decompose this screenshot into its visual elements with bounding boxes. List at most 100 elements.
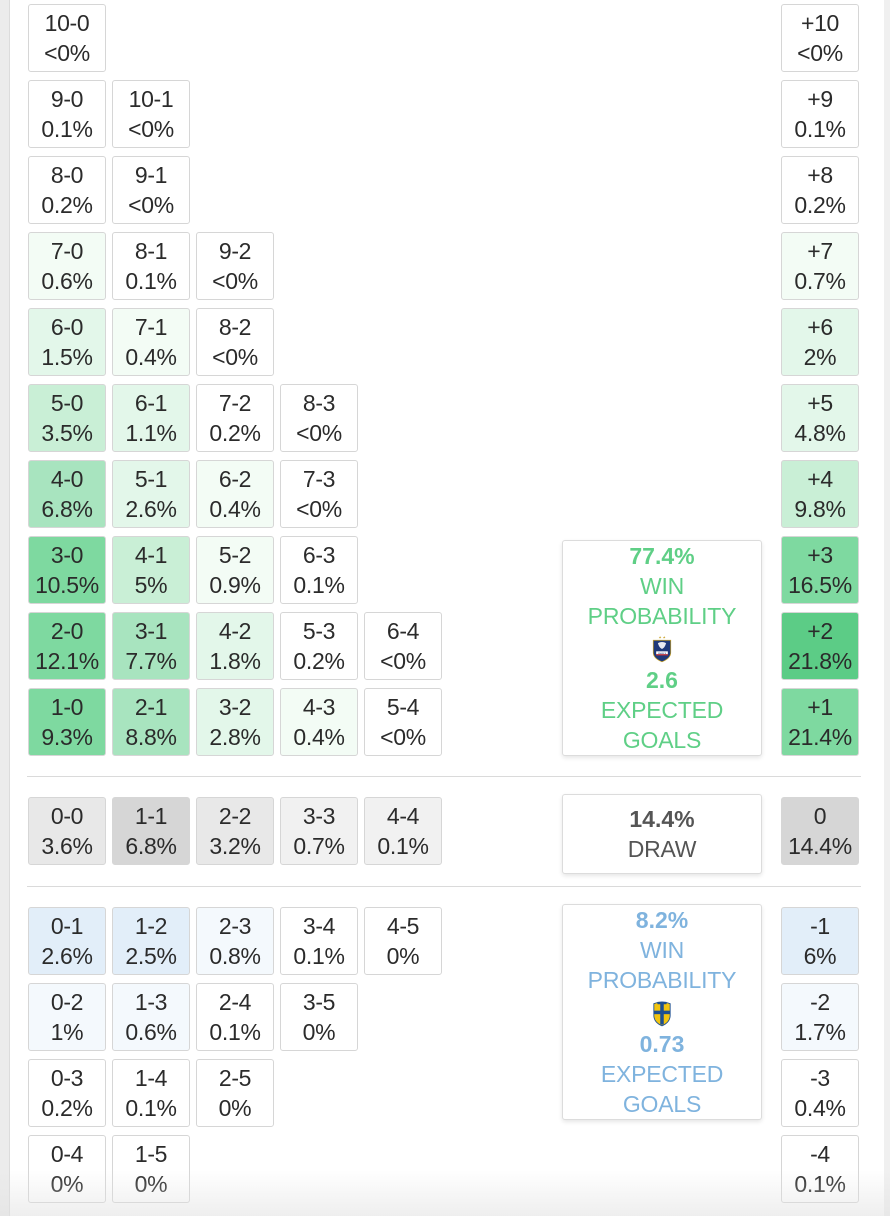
cell-score-label: 7-1 bbox=[134, 314, 168, 340]
team1-win-probability-label: WIN PROBABILITY bbox=[587, 573, 737, 629]
cell-score-label: 1-4 bbox=[134, 1065, 168, 1091]
cell-score-label: 4-4 bbox=[386, 803, 420, 829]
svg-text:FRANCE: FRANCE bbox=[658, 652, 667, 655]
margin-cell: +6 2% bbox=[781, 308, 859, 376]
cell-score-label: 6-4 bbox=[386, 618, 420, 644]
cell-score-label: 2-0 bbox=[50, 618, 84, 644]
margin-cell: +3 16.5% bbox=[781, 536, 859, 604]
draw-scoreline-cell: 3-3 0.7% bbox=[280, 797, 358, 865]
scoreline-cell: 8-0 0.2% bbox=[28, 156, 106, 224]
scoreline-cell: 8-1 0.1% bbox=[112, 232, 190, 300]
cell-probability-label: 9.3% bbox=[41, 724, 93, 750]
cell-probability-label: 0.1% bbox=[209, 1019, 261, 1045]
cell-probability-label: 0.2% bbox=[41, 1095, 93, 1121]
cell-probability-label: 16.5% bbox=[788, 572, 852, 598]
cell-probability-label: 2.6% bbox=[125, 496, 177, 522]
cell-probability-label: 12.1% bbox=[35, 648, 99, 674]
scoreline-cell: 8-3 <0% bbox=[280, 384, 358, 452]
cell-probability-label: 7.7% bbox=[125, 648, 177, 674]
scoreline-cell: 5-4 <0% bbox=[364, 688, 442, 756]
cell-probability-label: 8.8% bbox=[125, 724, 177, 750]
cell-score-label: 3-1 bbox=[134, 618, 168, 644]
svg-text:★: ★ bbox=[659, 636, 662, 640]
cell-probability-label: 6.8% bbox=[125, 833, 177, 859]
team2-expected-goals-value: 0.73 bbox=[639, 1031, 685, 1057]
cell-probability-label: <0% bbox=[797, 40, 843, 66]
cell-probability-label: 0.7% bbox=[794, 268, 846, 294]
margin-cell: -2 1.7% bbox=[781, 983, 859, 1051]
sweden-crest-icon bbox=[653, 1001, 671, 1027]
cell-score-label: 5-4 bbox=[386, 694, 420, 720]
cell-probability-label: 0.1% bbox=[125, 1095, 177, 1121]
cell-score-label: 6-3 bbox=[302, 542, 336, 568]
draw-scoreline-cell: 1-1 6.8% bbox=[112, 797, 190, 865]
margin-cell: +7 0.7% bbox=[781, 232, 859, 300]
cell-score-label: 8-3 bbox=[302, 390, 336, 416]
cell-score-label: 4-5 bbox=[386, 913, 420, 939]
cell-probability-label: 2.6% bbox=[41, 943, 93, 969]
cell-score-label: -2 bbox=[810, 989, 830, 1015]
margin-cell: +5 4.8% bbox=[781, 384, 859, 452]
scoreline-cell: 6-1 1.1% bbox=[112, 384, 190, 452]
cell-probability-label: 10.5% bbox=[35, 572, 99, 598]
cell-score-label: 3-5 bbox=[302, 989, 336, 1015]
scoreline-cell: 1-4 0.1% bbox=[112, 1059, 190, 1127]
cell-score-label: 5-0 bbox=[50, 390, 84, 416]
section-divider-bottom bbox=[27, 886, 861, 887]
cell-probability-label: 0.1% bbox=[794, 116, 846, 142]
draw-scoreline-cell: 4-4 0.1% bbox=[364, 797, 442, 865]
cell-probability-label: 0.1% bbox=[794, 1171, 846, 1197]
cell-probability-label: 0.6% bbox=[125, 1019, 177, 1045]
cell-probability-label: 2% bbox=[803, 344, 837, 370]
cell-score-label: 0-4 bbox=[50, 1141, 84, 1167]
cell-probability-label: <0% bbox=[212, 268, 258, 294]
cell-probability-label: 5% bbox=[134, 572, 168, 598]
team2-summary-card: 8.2% WIN PROBABILITY 0.73 EXPECTED GOALS bbox=[562, 904, 762, 1120]
scoreline-cell: 2-5 0% bbox=[196, 1059, 274, 1127]
scoreline-cell: 7-1 0.4% bbox=[112, 308, 190, 376]
cell-score-label: 3-3 bbox=[302, 803, 336, 829]
scoreline-cell: 9-1 <0% bbox=[112, 156, 190, 224]
margin-cell: -4 0.1% bbox=[781, 1135, 859, 1203]
cell-probability-label: 3.2% bbox=[209, 833, 261, 859]
scoreline-cell: 4-2 1.8% bbox=[196, 612, 274, 680]
cell-score-label: -1 bbox=[810, 913, 830, 939]
cell-score-label: 2-5 bbox=[218, 1065, 252, 1091]
scoreline-cell: 1-0 9.3% bbox=[28, 688, 106, 756]
cell-score-label: 1-2 bbox=[134, 913, 168, 939]
team2-win-probability-value: 8.2% bbox=[635, 907, 689, 933]
cell-score-label: +8 bbox=[807, 162, 833, 188]
scoreline-cell: 0-4 0% bbox=[28, 1135, 106, 1203]
cell-probability-label: 0.1% bbox=[125, 268, 177, 294]
cell-probability-label: 1.8% bbox=[209, 648, 261, 674]
scoreline-cell: 0-3 0.2% bbox=[28, 1059, 106, 1127]
cell-score-label: 0-1 bbox=[50, 913, 84, 939]
margin-cell: +9 0.1% bbox=[781, 80, 859, 148]
scoreline-cell: 1-3 0.6% bbox=[112, 983, 190, 1051]
cell-probability-label: 6% bbox=[803, 943, 837, 969]
cell-score-label: 2-4 bbox=[218, 989, 252, 1015]
cell-probability-label: <0% bbox=[380, 724, 426, 750]
cell-probability-label: 1.7% bbox=[794, 1019, 846, 1045]
cell-score-label: 2-1 bbox=[134, 694, 168, 720]
team1-expected-goals-label: EXPECTED GOALS bbox=[600, 697, 724, 753]
scoreline-cell: 5-2 0.9% bbox=[196, 536, 274, 604]
scoreline-cell: 5-3 0.2% bbox=[280, 612, 358, 680]
cell-score-label: 0-3 bbox=[50, 1065, 84, 1091]
scoreline-cell: 4-1 5% bbox=[112, 536, 190, 604]
cell-probability-label: <0% bbox=[296, 420, 342, 446]
cell-score-label: 1-3 bbox=[134, 989, 168, 1015]
cell-score-label: 7-2 bbox=[218, 390, 252, 416]
cell-score-label: 2-2 bbox=[218, 803, 252, 829]
cell-probability-label: 21.4% bbox=[788, 724, 852, 750]
draw-scoreline-cell: 0-0 3.6% bbox=[28, 797, 106, 865]
scoreline-cell: 3-0 10.5% bbox=[28, 536, 106, 604]
margin-cell: +1 21.4% bbox=[781, 688, 859, 756]
cell-probability-label: 1.1% bbox=[125, 420, 177, 446]
cell-probability-label: 0% bbox=[218, 1095, 252, 1121]
svg-text:★: ★ bbox=[663, 636, 666, 640]
cell-probability-label: 0.1% bbox=[377, 833, 429, 859]
team2-win-probability-label: WIN PROBABILITY bbox=[587, 937, 737, 993]
cell-score-label: 9-1 bbox=[134, 162, 168, 188]
scoreline-cell: 9-0 0.1% bbox=[28, 80, 106, 148]
